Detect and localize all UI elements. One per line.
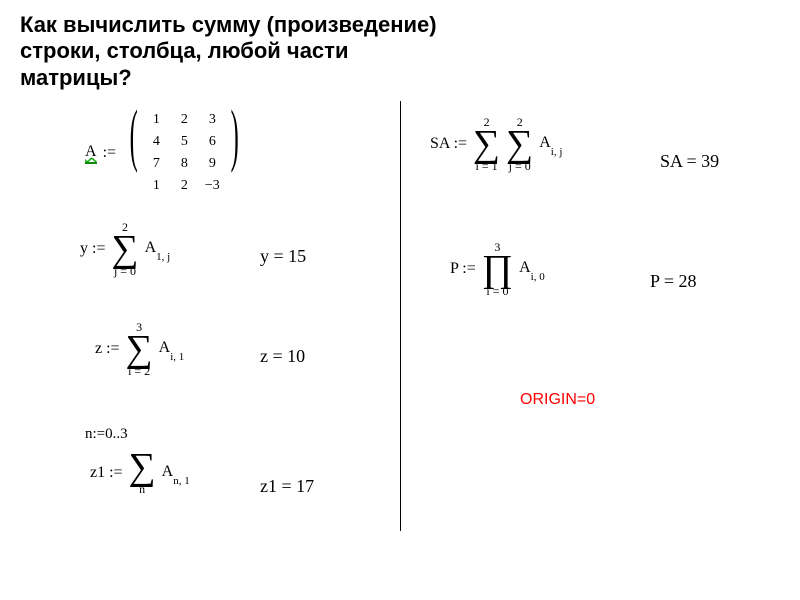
matrix-body: ( 1 2 3 4 5 6 7 8 9 1 2 −3 ) <box>122 106 247 200</box>
matrix-cell: 5 <box>173 134 195 150</box>
matrix-cell: 2 <box>173 112 195 128</box>
matrix-lhs: A <box>85 143 97 164</box>
p-pi: 3 ∏ i = 0 <box>482 241 513 297</box>
pi-bot: i = 0 <box>486 285 508 297</box>
p-term: Ai, 0 <box>519 259 545 279</box>
matrix-cell: 9 <box>201 156 223 172</box>
sigma-icon: ∑ <box>506 128 533 160</box>
matrix-assign-op: := <box>103 144 116 162</box>
matrix-cell: 2 <box>173 178 195 194</box>
term-var: A <box>519 259 531 276</box>
z-lhs: z := <box>95 340 120 358</box>
term-sub: 1, j <box>156 251 170 263</box>
sigma-bot: j = 0 <box>114 265 136 277</box>
y-sigma: 2 ∑ j = 0 <box>111 221 138 277</box>
z1-lhs: z1 := <box>90 464 123 482</box>
term-var: A <box>539 134 551 151</box>
title-line-2: строки, столбца, любой части <box>20 38 348 63</box>
matrix-cell: 7 <box>145 156 167 172</box>
z1-term: An, 1 <box>162 463 190 483</box>
vertical-divider <box>400 101 401 531</box>
sa-sigma-1: 2 ∑ i = 1 <box>473 116 500 172</box>
content-area: A := ( 1 2 3 4 5 6 7 8 9 1 2 −3 ) y := <box>0 91 800 591</box>
matrix-cell: −3 <box>201 178 223 194</box>
y-expression: y := 2 ∑ j = 0 A1, j <box>80 221 170 277</box>
z-result: z = 10 <box>260 346 305 367</box>
p-lhs: P := <box>450 260 476 278</box>
sigma-bot: i = 1 <box>476 160 498 172</box>
sa-expression: SA := 2 ∑ i = 1 2 ∑ j = 0 Ai, j <box>430 116 562 172</box>
sigma-bot: j = 0 <box>509 160 531 172</box>
n-range: n:=0..3 <box>85 426 128 443</box>
matrix-cell: 3 <box>201 112 223 128</box>
sigma-icon: ∑ <box>111 233 138 265</box>
p-expression: P := 3 ∏ i = 0 Ai, 0 <box>450 241 545 297</box>
z1-sigma: ∑ n <box>129 451 156 495</box>
z-expression: z := 3 ∑ i = 2 Ai, 1 <box>95 321 184 377</box>
matrix-cell: 8 <box>173 156 195 172</box>
matrix-left-paren: ( <box>130 106 138 200</box>
sigma-icon: ∑ <box>129 451 156 483</box>
sa-sigma-2: 2 ∑ j = 0 <box>506 116 533 172</box>
sigma-bot: i = 2 <box>128 365 150 377</box>
y-result: y = 15 <box>260 246 306 267</box>
sigma-icon: ∑ <box>473 128 500 160</box>
pi-icon: ∏ <box>482 253 513 285</box>
matrix-cell: 1 <box>145 178 167 194</box>
z1-result: z1 = 17 <box>260 476 314 497</box>
term-var: A <box>159 339 171 356</box>
sigma-icon: ∑ <box>126 333 153 365</box>
sa-lhs: SA := <box>430 135 467 153</box>
title-line-1: Как вычислить сумму (произведение) <box>20 12 437 37</box>
origin-label: ORIGIN=0 <box>520 391 595 409</box>
term-sub: i, 1 <box>170 351 184 363</box>
term-sub: i, 0 <box>531 271 545 283</box>
matrix-cell: 6 <box>201 134 223 150</box>
matrix-definition: A := ( 1 2 3 4 5 6 7 8 9 1 2 −3 ) <box>85 106 247 200</box>
sa-term: Ai, j <box>539 134 562 154</box>
matrix-cell: 4 <box>145 134 167 150</box>
z1-expression: z1 := ∑ n An, 1 <box>90 451 190 495</box>
term-var: A <box>162 463 174 480</box>
y-term: A1, j <box>145 239 171 259</box>
z-sigma: 3 ∑ i = 2 <box>126 321 153 377</box>
matrix-grid: 1 2 3 4 5 6 7 8 9 1 2 −3 <box>145 106 223 200</box>
sigma-bot: n <box>139 483 145 495</box>
matrix-cell: 1 <box>145 112 167 128</box>
term-sub: n, 1 <box>173 475 190 487</box>
y-lhs: y := <box>80 240 105 258</box>
term-sub: i, j <box>551 146 563 158</box>
matrix-right-paren: ) <box>231 106 239 200</box>
p-result: P = 28 <box>650 271 697 292</box>
z-term: Ai, 1 <box>159 339 185 359</box>
sa-result: SA = 39 <box>660 151 719 172</box>
title-line-3: матрицы? <box>20 65 132 90</box>
term-var: A <box>145 239 157 256</box>
page-title: Как вычислить сумму (произведение) строк… <box>0 0 800 91</box>
